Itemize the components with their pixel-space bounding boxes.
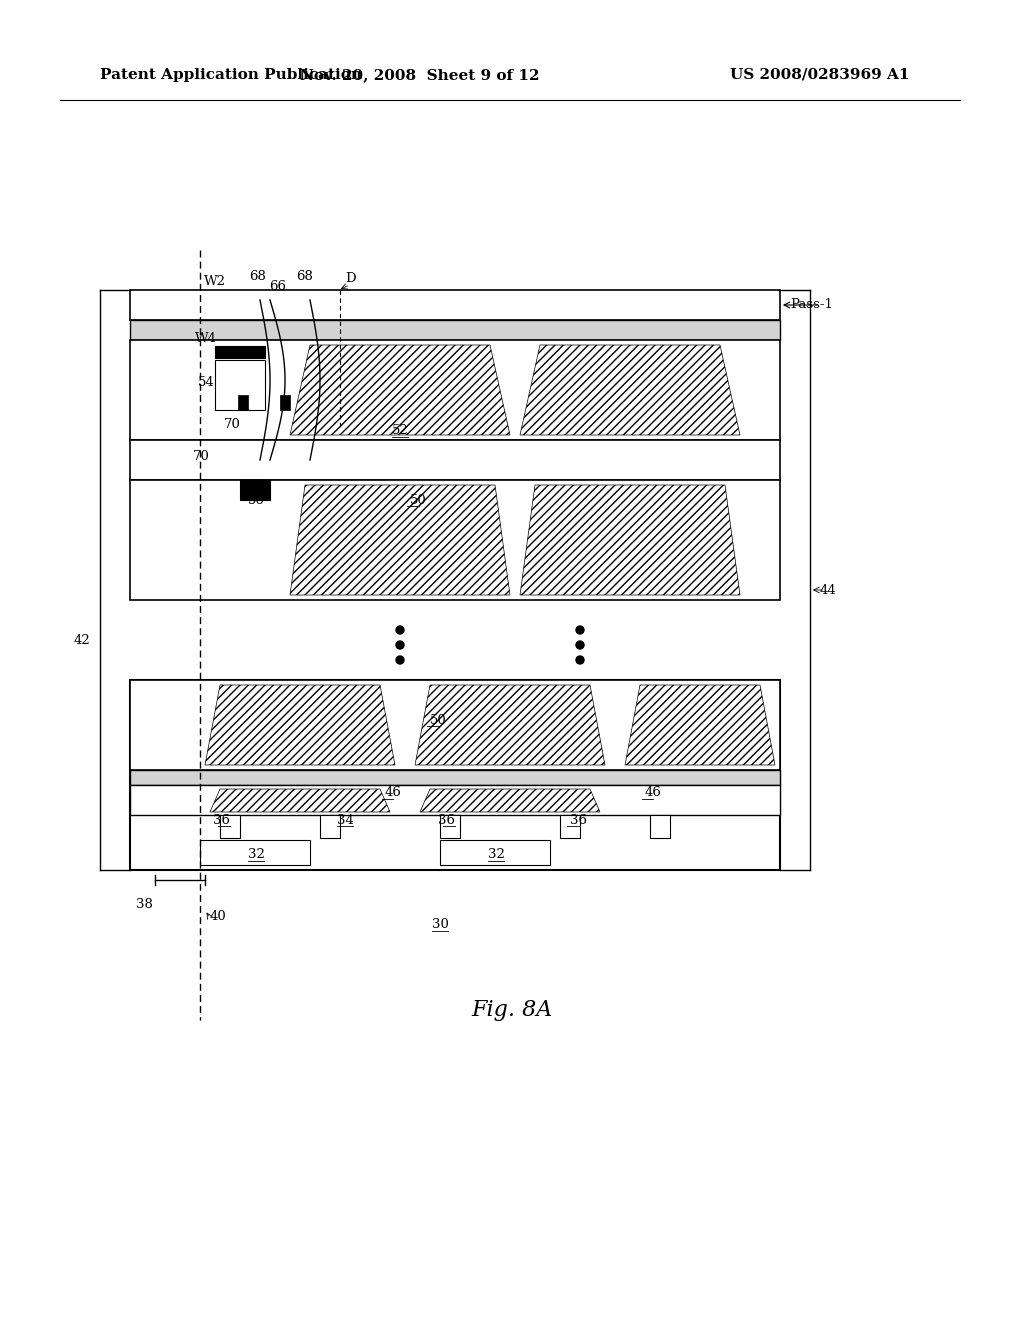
Text: 42: 42 bbox=[74, 634, 90, 647]
Bar bbox=[130, 785, 780, 814]
Text: D: D bbox=[345, 272, 355, 285]
Text: Pass-1: Pass-1 bbox=[790, 298, 833, 312]
Text: 68: 68 bbox=[250, 271, 266, 282]
Text: 56: 56 bbox=[248, 494, 265, 507]
Text: 68: 68 bbox=[297, 271, 313, 282]
Text: 36: 36 bbox=[438, 813, 455, 826]
Bar bbox=[215, 346, 265, 358]
Text: 52: 52 bbox=[391, 424, 409, 437]
Text: Nov. 20, 2008  Sheet 9 of 12: Nov. 20, 2008 Sheet 9 of 12 bbox=[300, 69, 540, 82]
Text: 30: 30 bbox=[431, 919, 449, 932]
Bar bbox=[130, 440, 780, 480]
Bar bbox=[215, 360, 265, 411]
Bar bbox=[238, 395, 248, 411]
Circle shape bbox=[396, 642, 404, 649]
Bar bbox=[200, 840, 310, 865]
Text: 54: 54 bbox=[199, 376, 215, 389]
Text: 32: 32 bbox=[248, 849, 264, 862]
Circle shape bbox=[575, 626, 584, 634]
Bar bbox=[650, 814, 670, 838]
Circle shape bbox=[396, 656, 404, 664]
Text: 38: 38 bbox=[136, 899, 153, 912]
Circle shape bbox=[575, 642, 584, 649]
Bar bbox=[319, 814, 340, 838]
Bar bbox=[280, 395, 290, 411]
Text: 70: 70 bbox=[223, 418, 241, 432]
Text: 36: 36 bbox=[570, 813, 587, 826]
Circle shape bbox=[396, 626, 404, 634]
Polygon shape bbox=[210, 789, 390, 812]
Text: W4: W4 bbox=[195, 331, 217, 345]
Text: 44: 44 bbox=[820, 583, 837, 597]
Bar bbox=[130, 480, 780, 601]
Polygon shape bbox=[415, 685, 605, 766]
Bar bbox=[130, 319, 780, 341]
Bar bbox=[440, 814, 460, 838]
Text: 66: 66 bbox=[269, 280, 287, 293]
Text: US 2008/0283969 A1: US 2008/0283969 A1 bbox=[730, 69, 909, 82]
Text: 46: 46 bbox=[645, 787, 662, 800]
Text: 50: 50 bbox=[410, 494, 427, 507]
Text: 40: 40 bbox=[210, 911, 226, 924]
Text: 50: 50 bbox=[430, 714, 446, 726]
Circle shape bbox=[575, 656, 584, 664]
Bar bbox=[130, 341, 780, 440]
Text: W2: W2 bbox=[204, 275, 226, 288]
Bar bbox=[560, 814, 580, 838]
Polygon shape bbox=[520, 345, 740, 436]
Bar bbox=[130, 680, 780, 770]
Polygon shape bbox=[625, 685, 775, 766]
Text: Patent Application Publication: Patent Application Publication bbox=[100, 69, 362, 82]
Polygon shape bbox=[420, 789, 600, 812]
Bar bbox=[130, 290, 780, 319]
Text: 70: 70 bbox=[194, 450, 210, 463]
Bar bbox=[130, 680, 780, 870]
Polygon shape bbox=[290, 345, 510, 436]
Bar bbox=[130, 770, 780, 785]
Text: 36: 36 bbox=[213, 813, 230, 826]
Bar bbox=[220, 814, 240, 838]
Text: Fig. 8A: Fig. 8A bbox=[471, 999, 553, 1020]
Polygon shape bbox=[520, 484, 740, 595]
Text: 32: 32 bbox=[487, 849, 505, 862]
Bar bbox=[240, 480, 270, 500]
Text: 34: 34 bbox=[337, 813, 353, 826]
Text: 46: 46 bbox=[385, 787, 401, 800]
Bar bbox=[440, 840, 550, 865]
Polygon shape bbox=[205, 685, 395, 766]
Polygon shape bbox=[290, 484, 510, 595]
